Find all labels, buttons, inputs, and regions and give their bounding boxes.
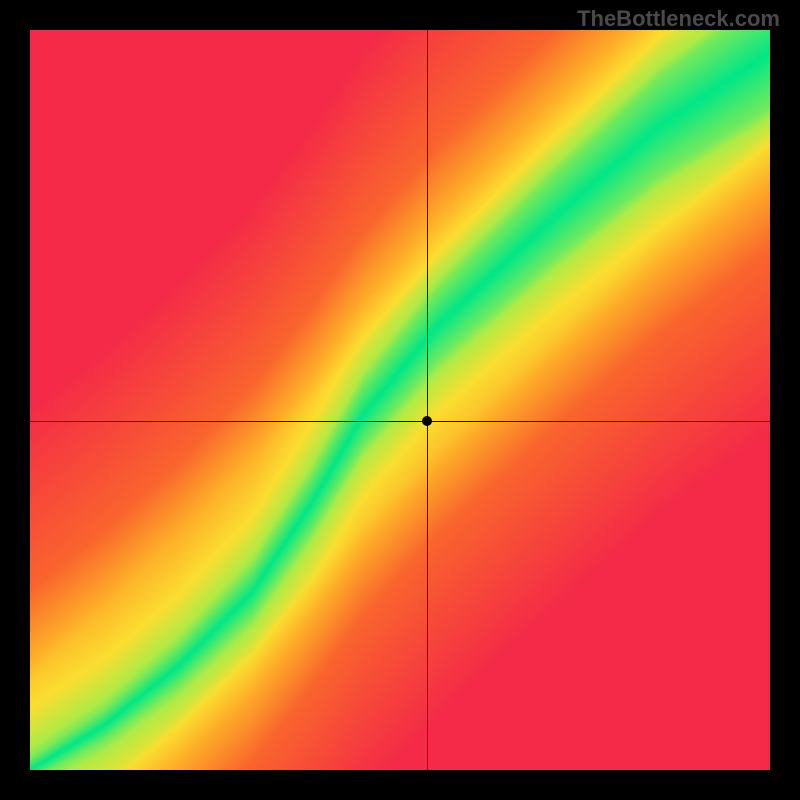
crosshair-vertical [427, 30, 428, 770]
crosshair-marker [422, 416, 432, 426]
heatmap-canvas [30, 30, 770, 770]
crosshair-horizontal [30, 421, 770, 422]
heatmap-plot [30, 30, 770, 770]
watermark-text: TheBottleneck.com [577, 6, 780, 32]
